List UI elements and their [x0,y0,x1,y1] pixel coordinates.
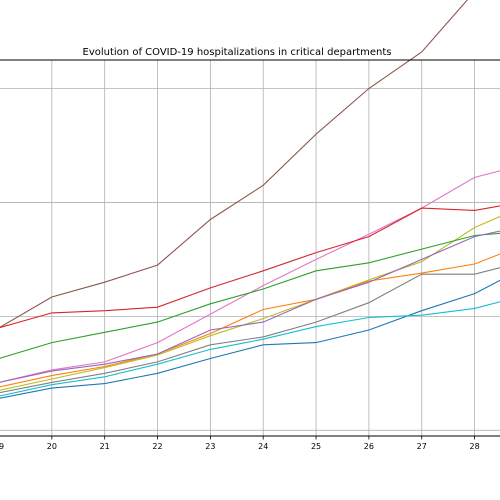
x-ticks: 19 20 21 22 23 24 25 26 27 28 [0,436,480,451]
series-line-3 [0,205,500,329]
x-tick-label: 28 [469,442,479,451]
series-lines [0,0,500,399]
series-line-6 [0,253,500,388]
x-tick-label: 21 [100,442,110,451]
series-line-10 [0,301,500,397]
plot-background [0,60,500,436]
x-tick-label: 26 [364,442,374,451]
chart-title: Evolution of COVID-19 hospitalizations i… [83,47,392,58]
x-tick-label: 24 [258,442,268,451]
x-tick-label: 23 [205,442,215,451]
x-tick-label: 22 [152,442,162,451]
series-line-7 [0,267,500,394]
series-line-4 [0,215,500,391]
axes [0,59,500,437]
x-tick-label: 27 [417,442,427,451]
grid [0,60,500,436]
series-line-5 [0,232,500,359]
x-tick-label: 20 [47,442,57,451]
series-line-9 [0,279,500,399]
series-line-1 [0,0,468,328]
series-line-8 [0,230,500,383]
x-tick-label: 19 [0,442,4,451]
x-tick-label: 25 [311,442,321,451]
series-line-2 [0,170,500,383]
